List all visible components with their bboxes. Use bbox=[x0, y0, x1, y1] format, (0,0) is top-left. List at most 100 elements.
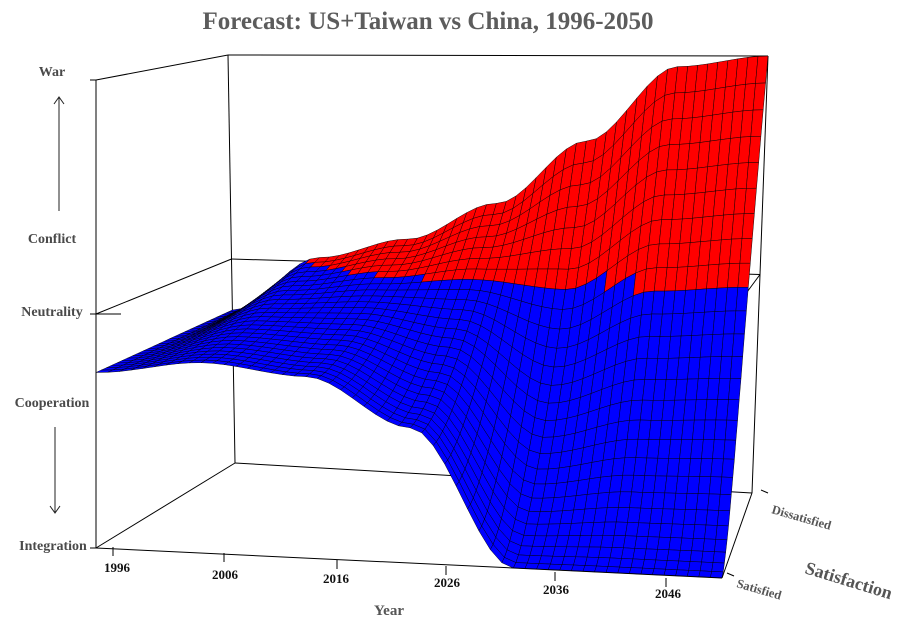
surface-cell bbox=[750, 109, 764, 137]
surface-cell bbox=[721, 333, 735, 357]
surface-cell bbox=[694, 509, 708, 526]
surface-cell bbox=[679, 439, 693, 459]
surface-cell bbox=[673, 492, 688, 510]
front-bottom-edge bbox=[95, 547, 723, 579]
surface-cell bbox=[726, 399, 740, 421]
surface-cell bbox=[681, 419, 695, 440]
surface-cell bbox=[697, 356, 712, 380]
surface-cell bbox=[646, 439, 661, 459]
surface-cell bbox=[683, 399, 697, 421]
surface-cell bbox=[586, 546, 601, 558]
surface-cell bbox=[705, 509, 719, 526]
surface-cell bbox=[631, 474, 645, 493]
surface-cell bbox=[714, 539, 728, 553]
surface-cell bbox=[739, 238, 753, 264]
x-tick-marks bbox=[112, 547, 667, 587]
back-top-edge bbox=[227, 54, 769, 57]
y-tick-marks bbox=[726, 489, 769, 577]
surface-cell bbox=[623, 535, 637, 549]
surface-cell bbox=[703, 419, 717, 440]
surface-cell bbox=[649, 508, 664, 524]
surface-cell bbox=[730, 356, 743, 379]
surface-cell bbox=[598, 546, 613, 559]
surface-cell bbox=[627, 507, 641, 524]
x-tick-2016: 2016 bbox=[323, 571, 350, 586]
surface-cell bbox=[710, 333, 724, 358]
surface-cell bbox=[698, 570, 712, 578]
surface-cell bbox=[596, 557, 611, 567]
surface-cell bbox=[670, 419, 684, 440]
y-tick-satisfied: Satisfied bbox=[735, 576, 783, 602]
surface-cell bbox=[668, 439, 682, 459]
surface-cell bbox=[733, 310, 747, 335]
surface-cell bbox=[675, 475, 690, 494]
surface-cell bbox=[723, 439, 737, 460]
surface-cell bbox=[670, 523, 684, 539]
surface-cell bbox=[605, 566, 620, 574]
surface-cell bbox=[629, 491, 643, 509]
surface-cell bbox=[619, 558, 634, 568]
surface-cell bbox=[696, 493, 710, 511]
surface-cell bbox=[621, 547, 636, 560]
z-tick-cooperation: Cooperation bbox=[15, 396, 90, 411]
surface-cell bbox=[723, 310, 737, 335]
surface-cell bbox=[688, 561, 702, 572]
surface-cell bbox=[645, 536, 660, 550]
arrow-down-head bbox=[49, 505, 61, 514]
surface-cell bbox=[708, 356, 722, 379]
surface-cell bbox=[699, 561, 714, 572]
surface-cell bbox=[704, 399, 718, 421]
surface-cell bbox=[575, 546, 590, 558]
surface-cell bbox=[712, 551, 726, 564]
x-tick-2026: 2026 bbox=[434, 575, 461, 590]
surface-cell bbox=[584, 556, 599, 567]
surface-cell bbox=[625, 522, 639, 537]
surface-cell bbox=[731, 333, 745, 357]
surface-cell bbox=[701, 550, 715, 563]
surface-cell bbox=[638, 507, 653, 524]
surface-cell bbox=[719, 476, 734, 495]
surface-cell bbox=[666, 458, 680, 477]
chart-title: Forecast: US+Taiwan vs China, 1996-2050 bbox=[202, 8, 653, 35]
surface-cell bbox=[655, 457, 669, 477]
surface-cell bbox=[681, 524, 696, 539]
surface-cell bbox=[688, 458, 702, 477]
surface-cell bbox=[707, 493, 721, 511]
surface-cell bbox=[657, 536, 671, 551]
surface-cell bbox=[660, 508, 675, 525]
surface-cell bbox=[647, 522, 662, 538]
surface-cell bbox=[713, 419, 728, 441]
surface-cell bbox=[570, 564, 586, 572]
surface-cell bbox=[746, 162, 759, 189]
arrow-up-head bbox=[53, 96, 65, 105]
right-bottom-edge bbox=[721, 492, 753, 579]
surface-cell bbox=[752, 82, 766, 111]
surface-cell bbox=[715, 525, 729, 541]
left-top-edge bbox=[95, 54, 229, 81]
surface-cell bbox=[721, 458, 735, 478]
surface-cell bbox=[692, 419, 706, 440]
surface-cell bbox=[711, 562, 725, 573]
surface-cell bbox=[697, 476, 712, 495]
z-tick-integration: Integration bbox=[19, 539, 87, 554]
surface-cell bbox=[691, 538, 705, 552]
surface-cell bbox=[655, 549, 670, 561]
surface-cell bbox=[613, 521, 628, 536]
surface-cell bbox=[715, 399, 729, 421]
surface-cell bbox=[685, 493, 699, 510]
surface-cell bbox=[665, 560, 679, 571]
surface-cell bbox=[741, 213, 755, 239]
surface-cell bbox=[659, 420, 673, 440]
surface-cell bbox=[680, 537, 694, 551]
left-bottom-edge bbox=[95, 462, 236, 549]
surface-cell bbox=[594, 565, 609, 573]
surface-cell bbox=[712, 439, 726, 460]
surface-cell bbox=[609, 547, 624, 559]
surface-cell bbox=[675, 569, 689, 577]
surface-cell bbox=[632, 548, 647, 560]
surface-cell bbox=[686, 570, 701, 578]
surface-cell bbox=[651, 492, 666, 510]
surface-cell bbox=[642, 475, 656, 493]
surface-cell bbox=[735, 287, 749, 312]
